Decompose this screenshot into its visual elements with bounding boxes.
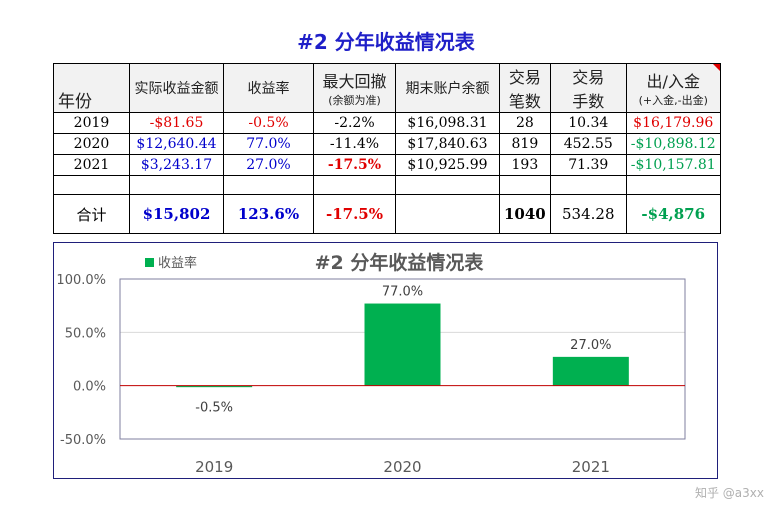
total-rate: 123.6% bbox=[223, 194, 314, 234]
legend-swatch bbox=[145, 258, 154, 267]
empty-cell bbox=[549, 175, 627, 195]
cell-profit: $12,640.44 bbox=[129, 133, 224, 155]
total-drawdown: -17.5% bbox=[313, 194, 396, 234]
header-profit: 实际收益金额 bbox=[129, 63, 224, 113]
table-row-empty bbox=[53, 175, 721, 195]
total-trades: 1040 bbox=[499, 194, 551, 234]
total-profit: $15,802 bbox=[129, 194, 224, 234]
plot-area-border bbox=[119, 278, 686, 440]
total-lots: 534.28 bbox=[549, 194, 627, 234]
data-label: 77.0% bbox=[382, 285, 423, 300]
cell-year: 2019 bbox=[53, 112, 130, 134]
bar-2019 bbox=[176, 385, 253, 388]
cell-rate: 77.0% bbox=[223, 133, 314, 155]
total-flow: -$4,876 bbox=[625, 194, 721, 234]
cell-trades: 819 bbox=[499, 133, 551, 155]
header-trades-bottom: 笔数 bbox=[508, 92, 541, 111]
cell-drawdown: -17.5% bbox=[313, 154, 396, 176]
empty-cell bbox=[625, 175, 721, 195]
header-trades: 交易 笔数 bbox=[499, 63, 551, 113]
table-header-row: 年份 实际收益金额 收益率 最大回撤 (余额为准) 期末账户余额 交易 笔数 交… bbox=[53, 63, 721, 113]
yearly-summary-table: 年份 实际收益金额 收益率 最大回撤 (余额为准) 期末账户余额 交易 笔数 交… bbox=[53, 63, 721, 234]
header-rate: 收益率 bbox=[223, 63, 314, 113]
watermark: 知乎 @a3xx bbox=[694, 486, 764, 500]
table-row: 2019 -$81.65 -0.5% -2.2% $16,098.31 28 1… bbox=[53, 112, 721, 134]
cell-balance: $17,840.63 bbox=[395, 133, 500, 155]
cell-year: 2021 bbox=[53, 154, 130, 176]
header-year: 年份 bbox=[53, 63, 130, 113]
table-row: 2021 $3,243.17 27.0% -17.5% $10,925.99 1… bbox=[53, 154, 721, 176]
x-tick-label: 2020 bbox=[383, 458, 421, 476]
total-label: 合计 bbox=[53, 194, 130, 234]
cell-drawdown: -2.2% bbox=[313, 112, 396, 134]
cell-trades: 28 bbox=[499, 112, 551, 134]
header-trades-top: 交易 bbox=[508, 68, 541, 87]
header-lots-top: 交易 bbox=[572, 68, 605, 87]
header-balance: 期末账户余额 bbox=[395, 63, 500, 113]
cell-drawdown: -11.4% bbox=[313, 133, 396, 155]
total-balance bbox=[395, 194, 500, 234]
bar-2020 bbox=[364, 303, 441, 386]
y-tick-label: 50.0% bbox=[65, 326, 106, 341]
cell-flow: -$10,157.81 bbox=[625, 154, 721, 176]
cell-trades: 193 bbox=[499, 154, 551, 176]
header-drawdown: 最大回撤 (余额为准) bbox=[313, 63, 396, 113]
cell-flow: -$10,898.12 bbox=[625, 133, 721, 155]
header-lots: 交易 手数 bbox=[549, 63, 627, 113]
yearly-return-chart: #2 分年收益情况表 收益率 -50.0% 0.0% 50.0% 100.0% -0.5% 2… bbox=[56, 251, 686, 476]
header-lots-bottom: 手数 bbox=[572, 92, 605, 111]
table-row: 2020 $12,640.44 77.0% -11.4% $17,840.63 … bbox=[53, 133, 721, 155]
data-label: -0.5% bbox=[195, 401, 233, 416]
empty-cell bbox=[313, 175, 396, 195]
y-tick-label: 100.0% bbox=[56, 273, 106, 288]
cell-rate: 27.0% bbox=[223, 154, 314, 176]
cell-profit: -$81.65 bbox=[129, 112, 224, 134]
empty-cell bbox=[129, 175, 224, 195]
empty-cell bbox=[499, 175, 551, 195]
header-flow-top: 出/入金 bbox=[646, 72, 700, 91]
x-tick-label: 2021 bbox=[572, 458, 610, 476]
cell-lots: 10.34 bbox=[549, 112, 627, 134]
chart-title: #2 分年收益情况表 bbox=[315, 251, 485, 274]
cell-lots: 452.55 bbox=[549, 133, 627, 155]
comment-marker-icon bbox=[712, 64, 720, 71]
page-title: #2 分年收益情况表 bbox=[297, 30, 475, 54]
y-tick-label: 0.0% bbox=[73, 380, 106, 395]
header-drawdown-bottom: (余额为准) bbox=[328, 94, 381, 107]
empty-cell bbox=[395, 175, 500, 195]
x-tick-label: 2019 bbox=[195, 458, 233, 476]
empty-cell bbox=[223, 175, 314, 195]
legend-label: 收益率 bbox=[158, 255, 197, 271]
cell-balance: $10,925.99 bbox=[395, 154, 500, 176]
cell-flow: $16,179.96 bbox=[625, 112, 721, 134]
y-tick-label: -50.0% bbox=[60, 433, 106, 448]
cell-year: 2020 bbox=[53, 133, 130, 155]
cell-profit: $3,243.17 bbox=[129, 154, 224, 176]
cell-balance: $16,098.31 bbox=[395, 112, 500, 134]
cell-rate: -0.5% bbox=[223, 112, 314, 134]
header-flow-bottom: (+入金,-出金) bbox=[638, 94, 708, 107]
bar-2021 bbox=[552, 356, 629, 386]
empty-cell bbox=[53, 175, 130, 195]
table-total-row: 合计 $15,802 123.6% -17.5% 1040 534.28 -$4… bbox=[53, 194, 721, 234]
cell-lots: 71.39 bbox=[549, 154, 627, 176]
chart-container: #2 分年收益情况表 收益率 -50.0% 0.0% 50.0% 100.0% -0.5% 2… bbox=[53, 242, 718, 479]
header-flow: 出/入金 (+入金,-出金) bbox=[625, 63, 721, 113]
header-drawdown-top: 最大回撤 bbox=[322, 72, 387, 91]
data-label: 27.0% bbox=[570, 338, 611, 353]
